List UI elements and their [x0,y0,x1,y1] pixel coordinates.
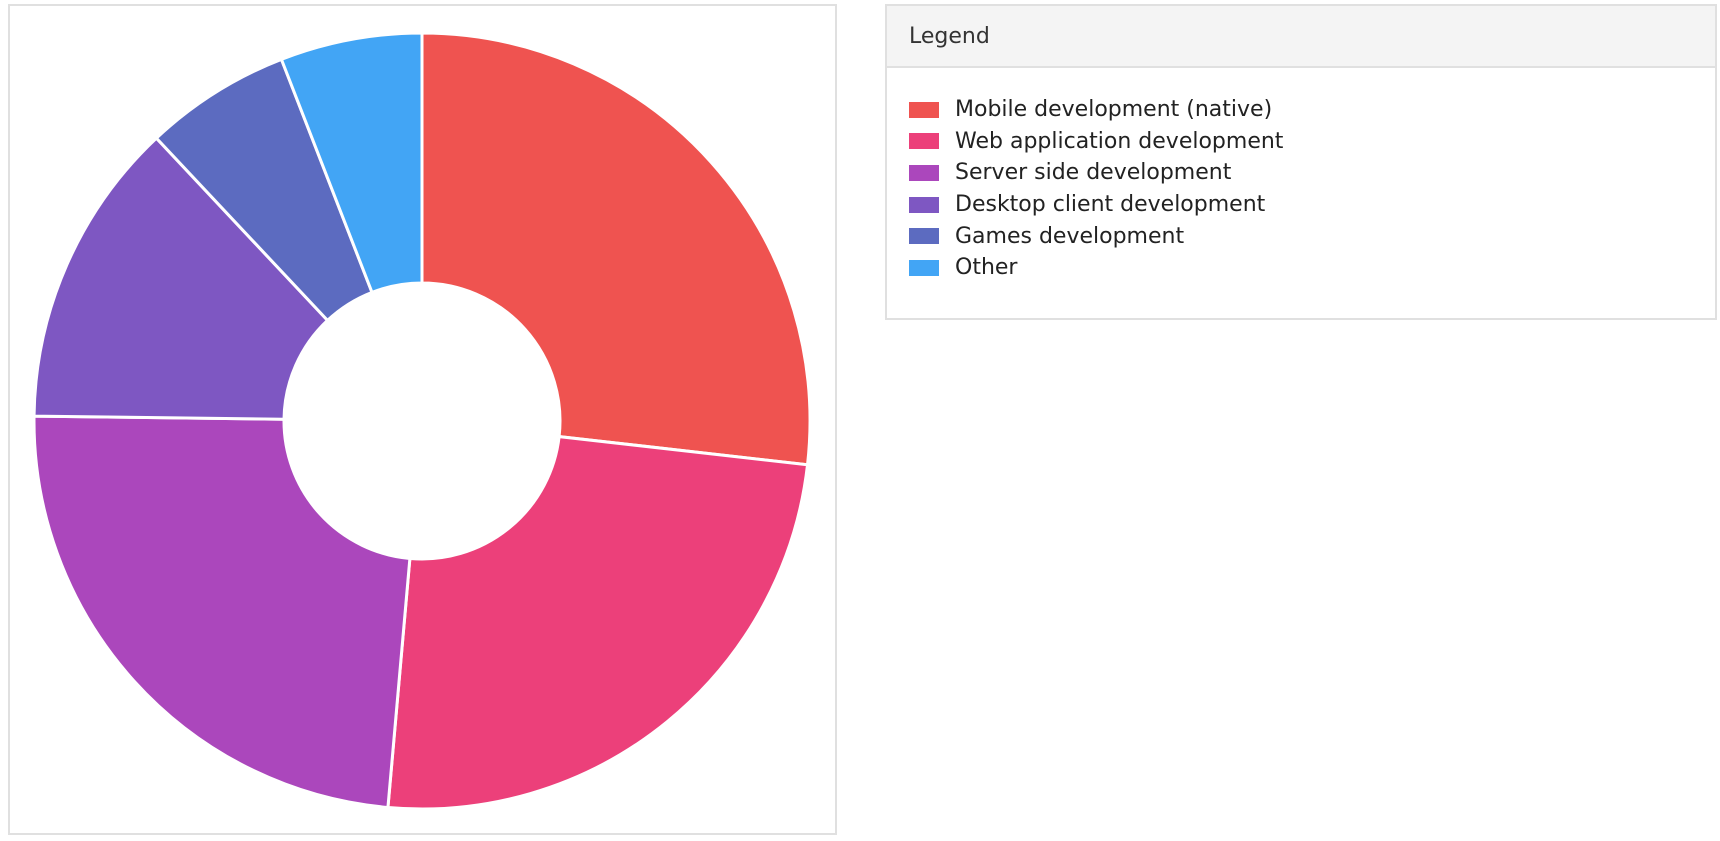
legend-swatch [909,133,939,150]
donut-chart [32,31,812,811]
donut-slice-desktop-client-development[interactable] [32,136,330,421]
legend-label: Mobile development (native) [955,97,1273,123]
legend-swatch [909,196,939,213]
donut-slice-mobile-development-native[interactable] [420,31,812,467]
legend-panel: Legend Mobile development (native) Web ap… [885,4,1717,320]
legend-label: Web application development [955,128,1284,154]
legend-title: Legend [887,6,1715,68]
donut-slice-other[interactable] [279,31,424,295]
legend-swatch [909,101,939,118]
legend-label: Server side development [955,160,1232,186]
legend-item[interactable]: Other [909,252,1715,284]
chart-panel [8,4,837,835]
legend-item[interactable]: Desktop client development [909,189,1715,221]
legend-item[interactable]: Mobile development (native) [909,94,1715,126]
legend-label: Desktop client development [955,192,1266,218]
legend-list: Mobile development (native) Web applicati… [887,68,1715,284]
legend-swatch [909,228,939,245]
legend-label: Other [955,255,1018,281]
donut-slice-web-application-development[interactable] [386,434,810,811]
donut-slice-server-side-development[interactable] [32,414,412,810]
legend-swatch [909,259,939,276]
legend-item[interactable]: Web application development [909,126,1715,158]
legend-item[interactable]: Games development [909,220,1715,252]
donut-slices [32,31,812,811]
legend-swatch [909,164,939,181]
legend-label: Games development [955,223,1185,249]
legend-item[interactable]: Server side development [909,157,1715,189]
